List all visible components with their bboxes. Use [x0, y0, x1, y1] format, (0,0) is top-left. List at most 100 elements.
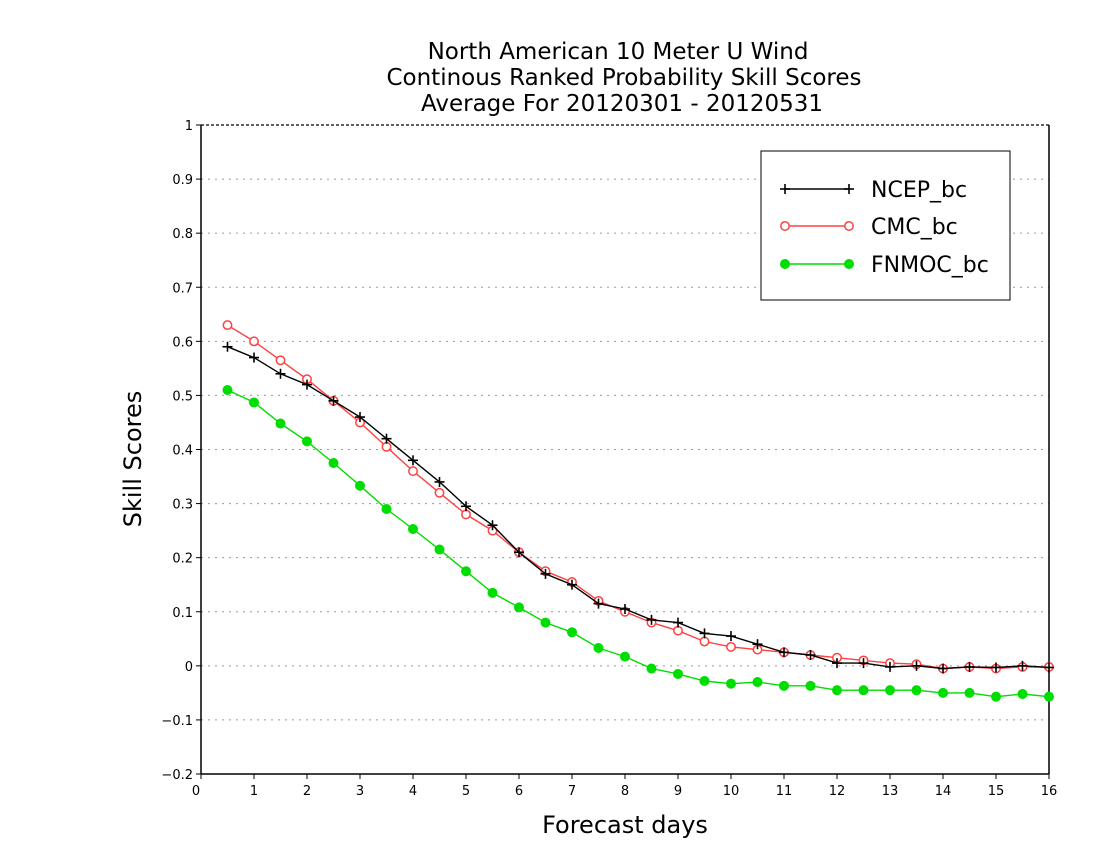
- legend-marker: [844, 259, 854, 269]
- y-tick-label: 0.5: [172, 389, 193, 404]
- x-axis-label: Forecast days: [542, 811, 708, 839]
- grid-lines: [201, 178, 1049, 721]
- data-point: [408, 466, 418, 477]
- data-point: [461, 566, 471, 577]
- series-layer: [222, 320, 1054, 702]
- data-point: [858, 685, 869, 696]
- data-point: [302, 436, 312, 447]
- data-point: [726, 678, 736, 689]
- data-point: [1044, 691, 1054, 702]
- series-line: [227, 346, 1050, 670]
- data-point: [673, 625, 683, 636]
- data-point: [752, 639, 763, 650]
- chart-title-line-1: North American 10 Meter U Wind: [428, 39, 809, 65]
- data-point: [805, 650, 816, 661]
- legend-marker: [780, 184, 790, 194]
- data-point: [964, 687, 975, 698]
- y-tick-label: 0.9: [172, 173, 193, 188]
- legend-label: CMC_bc: [871, 215, 958, 240]
- data-point: [328, 395, 339, 406]
- x-tick-label: 9: [674, 784, 682, 799]
- data-point: [355, 412, 365, 423]
- data-point: [620, 651, 630, 662]
- data-point: [249, 336, 259, 347]
- data-point: [726, 641, 736, 652]
- series-CMC_bc: [222, 320, 1054, 674]
- data-point: [885, 685, 895, 696]
- data-point: [567, 627, 577, 638]
- data-point: [1017, 688, 1028, 699]
- data-point: [275, 368, 286, 379]
- chart-title-line-3: Average For 20120301 - 20120531: [421, 91, 823, 117]
- x-tick-label: 15: [988, 784, 1005, 799]
- x-tick-label: 7: [568, 784, 576, 799]
- data-point: [964, 661, 975, 672]
- legend-marker: [844, 184, 854, 194]
- data-point: [752, 677, 763, 688]
- legend-marker: [844, 221, 854, 231]
- series-line: [227, 389, 1050, 698]
- y-tick-label: 0.4: [172, 444, 193, 459]
- chart-title-line-2: Continous Ranked Probability Skill Score…: [386, 65, 861, 91]
- x-tick-label: 10: [723, 784, 740, 799]
- x-tick-label: 3: [356, 784, 364, 799]
- y-axis-ticks: −0.2 −0.1 0 0.1 0.2 0.3 0.4 0.5 0.6 0.7 0.8 0.9 1: [161, 119, 201, 783]
- series-line: [227, 324, 1049, 670]
- data-point: [249, 352, 259, 363]
- data-point: [434, 487, 445, 498]
- data-point: [540, 568, 551, 579]
- data-point: [275, 418, 286, 429]
- data-point: [858, 658, 869, 669]
- data-point: [381, 503, 392, 514]
- data-point: [699, 628, 710, 639]
- data-point: [832, 685, 842, 696]
- data-point: [355, 480, 365, 491]
- data-point: [911, 660, 922, 671]
- y-tick-label: 0: [185, 660, 193, 675]
- data-point: [381, 441, 392, 452]
- y-tick-label: −0.1: [161, 714, 193, 729]
- data-point: [620, 604, 630, 615]
- data-point: [699, 675, 710, 686]
- chart-title: North American 10 Meter U Wind Continous…: [386, 39, 861, 117]
- series-FNMOC_bc: [222, 385, 1054, 702]
- x-tick-label: 14: [935, 784, 952, 799]
- data-point: [991, 662, 1001, 673]
- series-NCEP_bc: [222, 341, 1054, 674]
- legend-entry: NCEP_bc: [780, 178, 967, 203]
- legend: NCEP_bc CMC_bc FNMOC_bc: [760, 150, 1011, 301]
- data-point: [779, 647, 789, 658]
- data-point: [779, 680, 789, 691]
- data-point: [408, 455, 418, 466]
- data-point: [487, 587, 498, 598]
- data-point: [434, 544, 445, 555]
- legend-marker: [780, 221, 790, 231]
- data-point: [567, 579, 577, 590]
- legend-marker: [780, 259, 790, 269]
- x-tick-label: 5: [462, 784, 470, 799]
- data-point: [487, 520, 498, 531]
- data-point: [540, 617, 551, 628]
- data-point: [1044, 662, 1054, 673]
- x-tick-label: 1: [250, 784, 258, 799]
- data-point: [461, 509, 471, 520]
- legend-label: NCEP_bc: [871, 178, 967, 203]
- data-point: [938, 663, 948, 674]
- data-point: [593, 598, 604, 609]
- x-tick-label: 11: [776, 784, 793, 799]
- x-tick-label: 6: [515, 784, 523, 799]
- data-point: [275, 355, 286, 366]
- data-point: [1017, 660, 1028, 671]
- y-tick-label: 1: [185, 119, 193, 134]
- y-axis-label: Skill Scores: [119, 391, 147, 528]
- x-tick-label: 16: [1041, 784, 1058, 799]
- y-tick-label: 0.1: [172, 606, 193, 621]
- data-point: [646, 614, 657, 625]
- data-point: [222, 320, 233, 331]
- legend-entry: CMC_bc: [780, 215, 958, 240]
- data-point: [222, 341, 233, 352]
- y-tick-label: 0.6: [172, 335, 193, 350]
- y-tick-label: 0.2: [172, 552, 193, 567]
- x-tick-label: 12: [829, 784, 846, 799]
- data-point: [646, 663, 657, 674]
